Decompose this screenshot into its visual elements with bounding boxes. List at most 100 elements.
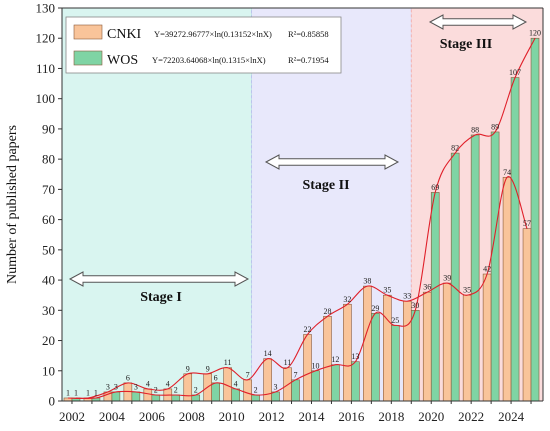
wos-bar-2013 xyxy=(291,379,300,402)
y-tick-label-70: 70 xyxy=(42,182,55,197)
y-tick-label-130: 130 xyxy=(36,1,56,16)
wos-bar-2007 xyxy=(171,394,181,402)
wos-data-label-2008: 2 xyxy=(194,385,198,394)
wos-bar-2014 xyxy=(311,370,320,402)
wos-data-label-2014: 10 xyxy=(311,361,319,370)
wos-data-label-2021: 82 xyxy=(451,144,459,153)
cnki-data-label-2007: 4 xyxy=(166,379,170,388)
legend-box xyxy=(65,16,342,74)
y-tick-label-40: 40 xyxy=(42,273,55,288)
cnki-data-label-2003: 1 xyxy=(86,388,90,397)
x-tick-label-2002: 2002 xyxy=(59,409,85,424)
legend-swatch-wos xyxy=(73,50,103,66)
cnki-bar-2020 xyxy=(422,291,432,402)
y-tick-label-20: 20 xyxy=(42,333,55,348)
cnki-data-label-2012: 14 xyxy=(264,349,272,358)
cnki-data-label-2015: 28 xyxy=(323,307,331,316)
cnki-bar-2008 xyxy=(183,373,193,402)
wos-bar-2022 xyxy=(470,134,480,402)
y-tick-label-0: 0 xyxy=(49,394,56,409)
wos-bar-2006 xyxy=(151,394,161,402)
wos-data-label-2011: 2 xyxy=(254,385,258,394)
stage-3-double-arrow xyxy=(428,14,528,30)
wos-bar-2004 xyxy=(111,391,121,402)
wos-bar-2019 xyxy=(410,310,420,402)
wos-data-label-2015: 12 xyxy=(331,355,339,364)
y-axis-title: Number of published papers xyxy=(5,125,20,284)
wos-bar-2011 xyxy=(251,394,260,402)
wos-bar-2005 xyxy=(131,391,141,402)
cnki-data-label-2006: 4 xyxy=(146,379,150,388)
cnki-bar-2019 xyxy=(402,300,412,402)
legend-r2-cnki: R²=0.85858 xyxy=(288,29,329,39)
wos-data-label-2023: 89 xyxy=(491,122,499,131)
cnki-data-label-2019: 33 xyxy=(403,292,411,301)
legend-r2-wos: R²=0.71954 xyxy=(288,55,329,65)
legend-equation-cnki: Y=39272.96777×ln(0.13152×lnX) xyxy=(154,29,272,39)
y-tick-label-100: 100 xyxy=(36,91,56,106)
legend-name-cnki: CNKI xyxy=(107,27,142,42)
legend-swatch-cnki xyxy=(73,24,103,40)
cnki-bar-2022 xyxy=(462,294,472,402)
x-tick-label-2010: 2010 xyxy=(219,409,245,424)
y-tick-label-30: 30 xyxy=(42,303,55,318)
cnki-data-label-2004: 3 xyxy=(106,382,110,391)
stage-2-label: Stage II xyxy=(302,178,349,193)
cnki-bar-2011 xyxy=(243,379,252,402)
cnki-data-label-2017: 38 xyxy=(363,277,371,286)
wos-data-label-2018: 25 xyxy=(391,316,399,325)
legend-equation-wos: Y=72203.64068×ln(0.1315×lnX) xyxy=(152,55,266,65)
x-tick-label-2012: 2012 xyxy=(259,409,285,424)
cnki-fit-curve xyxy=(67,176,528,399)
x-tick-label-2008: 2008 xyxy=(179,409,205,424)
cnki-data-label-2025: 57 xyxy=(523,219,531,228)
stage-1-label: Stage I xyxy=(140,290,182,305)
y-tick-label-80: 80 xyxy=(42,152,55,167)
cnki-data-label-2002: 1 xyxy=(66,388,70,397)
wos-data-label-2013: 7 xyxy=(294,370,298,379)
stage-region-1 xyxy=(61,7,253,402)
wos-data-label-2002: 1 xyxy=(74,388,78,397)
wos-bar-2010 xyxy=(231,388,240,402)
wos-data-label-2022: 88 xyxy=(471,125,479,134)
cnki-data-label-2022: 35 xyxy=(463,286,471,295)
stage-3-label: Stage III xyxy=(440,37,493,52)
wos-bar-2025 xyxy=(530,37,540,402)
cnki-data-label-2009: 9 xyxy=(206,364,210,373)
x-tick-label-2024: 2024 xyxy=(498,409,525,424)
wos-data-label-2025: 120 xyxy=(529,29,541,38)
cnki-bar-2015 xyxy=(323,316,332,402)
cnki-data-label-2011: 7 xyxy=(246,370,250,379)
y-tick-label-90: 90 xyxy=(42,121,55,136)
cnki-bar-2023 xyxy=(482,273,492,402)
cnki-bar-2006 xyxy=(143,388,153,402)
wos-data-label-2005: 3 xyxy=(134,382,138,391)
cnki-data-label-2018: 35 xyxy=(383,286,391,295)
y-tick-label-10: 10 xyxy=(42,363,55,378)
wos-bar-2023 xyxy=(490,131,500,402)
cnki-data-label-2005: 6 xyxy=(126,373,130,382)
x-tick-label-2020: 2020 xyxy=(418,409,444,424)
y-tick-label-110: 110 xyxy=(36,61,55,76)
cnki-bar-2025 xyxy=(522,228,532,402)
cnki-bar-2024 xyxy=(502,176,512,402)
cnki-bar-2014 xyxy=(303,334,312,402)
wos-bar-2017 xyxy=(371,313,380,402)
wos-data-label-2007: 2 xyxy=(174,385,178,394)
x-tick-label-2014: 2014 xyxy=(298,409,325,424)
cnki-data-label-2021: 39 xyxy=(443,274,451,283)
wos-bar-2015 xyxy=(331,364,340,402)
y-tick-label-120: 120 xyxy=(36,31,56,46)
x-tick-label-2018: 2018 xyxy=(378,409,404,424)
stage-1-double-arrow xyxy=(68,271,250,287)
wos-data-label-2012: 3 xyxy=(274,382,278,391)
cnki-data-label-2008: 9 xyxy=(186,364,190,373)
stage-2-double-arrow xyxy=(264,154,400,170)
x-tick-label-2016: 2016 xyxy=(338,409,365,424)
wos-bar-2020 xyxy=(430,192,440,402)
cnki-data-label-2016: 32 xyxy=(343,295,351,304)
wos-data-label-2017: 29 xyxy=(371,304,379,313)
x-tick-label-2022: 2022 xyxy=(458,409,484,424)
cnki-bar-2017 xyxy=(363,285,372,402)
